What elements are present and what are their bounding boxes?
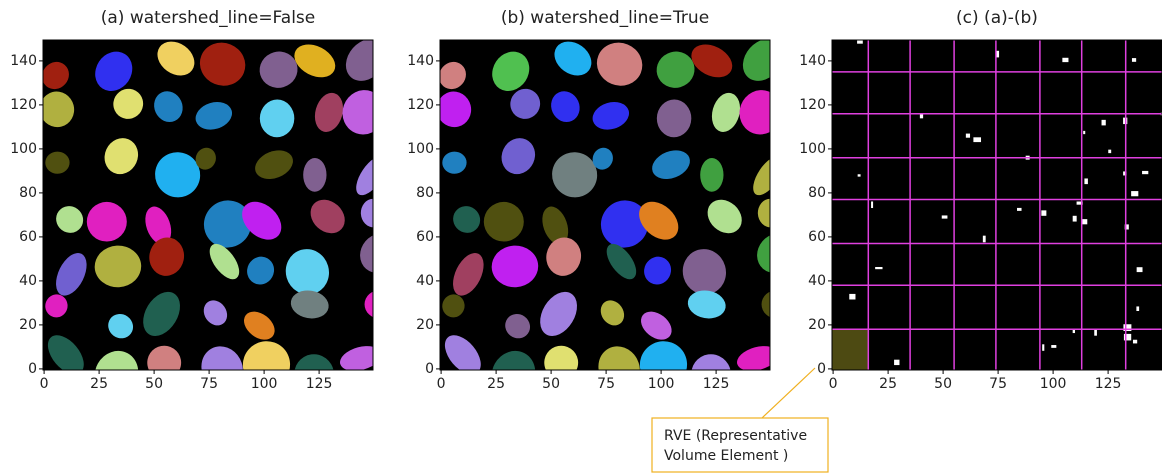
x-tick-label: 50 <box>542 376 560 392</box>
difference-pixel <box>996 51 999 58</box>
difference-pixel <box>875 267 882 269</box>
y-tick-label: 20 <box>19 317 37 333</box>
y-tick-label: 0 <box>817 361 826 377</box>
x-tick-label: 75 <box>989 376 1007 392</box>
y-tick-label: 20 <box>808 317 826 333</box>
y-tick-label: 120 <box>10 97 37 113</box>
y-tick-label: 20 <box>416 317 434 333</box>
difference-pixel <box>858 174 861 176</box>
image-background <box>832 40 1162 370</box>
difference-pixel <box>1042 344 1044 351</box>
y-tick-label: 40 <box>808 273 826 289</box>
image-area <box>36 31 407 405</box>
difference-pixel <box>1051 345 1056 348</box>
difference-pixel <box>1041 210 1046 215</box>
x-tick-label: 100 <box>648 376 675 392</box>
y-tick-label: 80 <box>19 185 37 201</box>
image-area <box>433 31 804 405</box>
grain <box>87 202 127 242</box>
y-tick-label: 0 <box>28 361 37 377</box>
chart-title: (c) (a)-(b) <box>956 8 1038 28</box>
x-tick-label: 25 <box>487 376 505 392</box>
annotation-text: RVE (Representative <box>664 428 807 444</box>
x-tick-label: 50 <box>145 376 163 392</box>
difference-pixel <box>973 137 981 142</box>
difference-pixel <box>1073 330 1075 333</box>
chart-title: (b) watershed_line=True <box>501 8 709 28</box>
y-tick-label: 40 <box>19 273 37 289</box>
difference-pixel <box>1084 178 1087 184</box>
y-tick-label: 60 <box>19 229 37 245</box>
difference-pixel <box>871 201 873 208</box>
x-tick-label: 25 <box>90 376 108 392</box>
y-tick-label: 120 <box>799 97 826 113</box>
difference-pixel <box>1102 120 1106 126</box>
difference-pixel <box>857 41 863 44</box>
figure: (a) watershed_line=False 0 25 50 75 100 125 0 20… <box>0 0 1162 473</box>
difference-pixel <box>1137 267 1143 272</box>
difference-pixel <box>1062 58 1068 62</box>
x-tick-label: 75 <box>597 376 615 392</box>
y-tick-label: 140 <box>10 53 37 69</box>
y-tick-label: 120 <box>407 97 434 113</box>
difference-pixel <box>942 215 948 218</box>
x-tick-label: 50 <box>934 376 952 392</box>
y-tick-label: 0 <box>425 361 434 377</box>
y-tick-label: 100 <box>799 141 826 157</box>
y-tick-label: 80 <box>808 185 826 201</box>
difference-pixel <box>1131 191 1138 196</box>
difference-pixel <box>894 360 899 365</box>
difference-pixel <box>1142 171 1148 174</box>
x-tick-label: 100 <box>1040 376 1067 392</box>
difference-pixel <box>1094 330 1097 336</box>
difference-pixel <box>1108 150 1111 153</box>
y-tick-label: 60 <box>808 229 826 245</box>
rve-region <box>832 329 868 370</box>
y-tick-label: 100 <box>10 141 37 157</box>
x-tick-label: 0 <box>40 376 49 392</box>
x-tick-label: 25 <box>879 376 897 392</box>
y-tick-label: 140 <box>799 53 826 69</box>
difference-pixel <box>983 236 986 243</box>
x-tick-label: 100 <box>251 376 278 392</box>
difference-pixel <box>849 294 855 300</box>
x-tick-label: 125 <box>1095 376 1122 392</box>
difference-pixel <box>1132 58 1136 62</box>
difference-pixel <box>1073 216 1077 222</box>
x-tick-label: 0 <box>829 376 838 392</box>
annotation-connector <box>762 368 815 418</box>
difference-pixel <box>1133 340 1137 344</box>
y-tick-label: 140 <box>407 53 434 69</box>
x-tick-label: 75 <box>200 376 218 392</box>
difference-pixel <box>1017 208 1022 211</box>
y-tick-label: 80 <box>416 185 434 201</box>
x-tick-label: 125 <box>306 376 333 392</box>
annotation-text: Volume Element ) <box>664 448 788 464</box>
x-tick-label: 125 <box>703 376 730 392</box>
difference-pixel <box>1083 131 1085 134</box>
image-area <box>832 40 1162 370</box>
x-tick-label: 0 <box>437 376 446 392</box>
difference-pixel <box>966 134 970 138</box>
y-tick-label: 40 <box>416 273 434 289</box>
grain <box>484 202 524 242</box>
y-tick-label: 60 <box>416 229 434 245</box>
difference-pixel <box>1136 306 1139 311</box>
chart-title: (a) watershed_line=False <box>101 8 316 28</box>
y-tick-label: 100 <box>407 141 434 157</box>
